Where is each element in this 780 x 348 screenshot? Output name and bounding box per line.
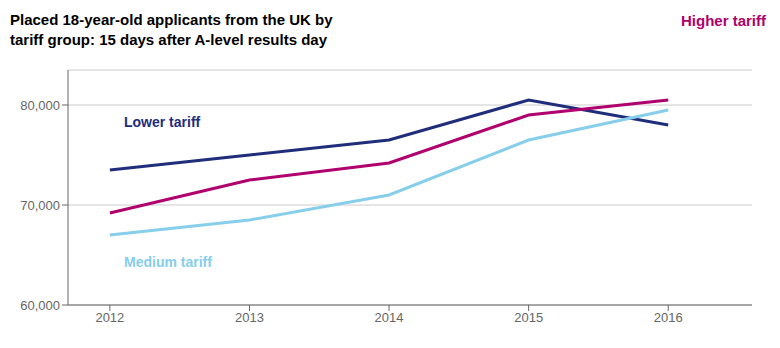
svg-text:2013: 2013 xyxy=(235,310,264,325)
html-text:Medium tariff: Medium tariff xyxy=(124,254,212,270)
html-text:Placed 18-year-old applicants: Placed 18-year-old applicants from the U… xyxy=(10,11,333,48)
svg-text:2012: 2012 xyxy=(95,310,124,325)
svg-text:2015: 2015 xyxy=(514,310,543,325)
svg-text:2014: 2014 xyxy=(375,310,404,325)
svg-text:60,000: 60,000 xyxy=(20,298,60,313)
svg-text:80,000: 80,000 xyxy=(20,98,60,113)
svg-text:70,000: 70,000 xyxy=(20,198,60,213)
svg-text:2016: 2016 xyxy=(654,310,683,325)
html-text:Lower tariff: Lower tariff xyxy=(124,114,201,130)
html-text:Higher tariff: Higher tariff xyxy=(681,12,766,29)
